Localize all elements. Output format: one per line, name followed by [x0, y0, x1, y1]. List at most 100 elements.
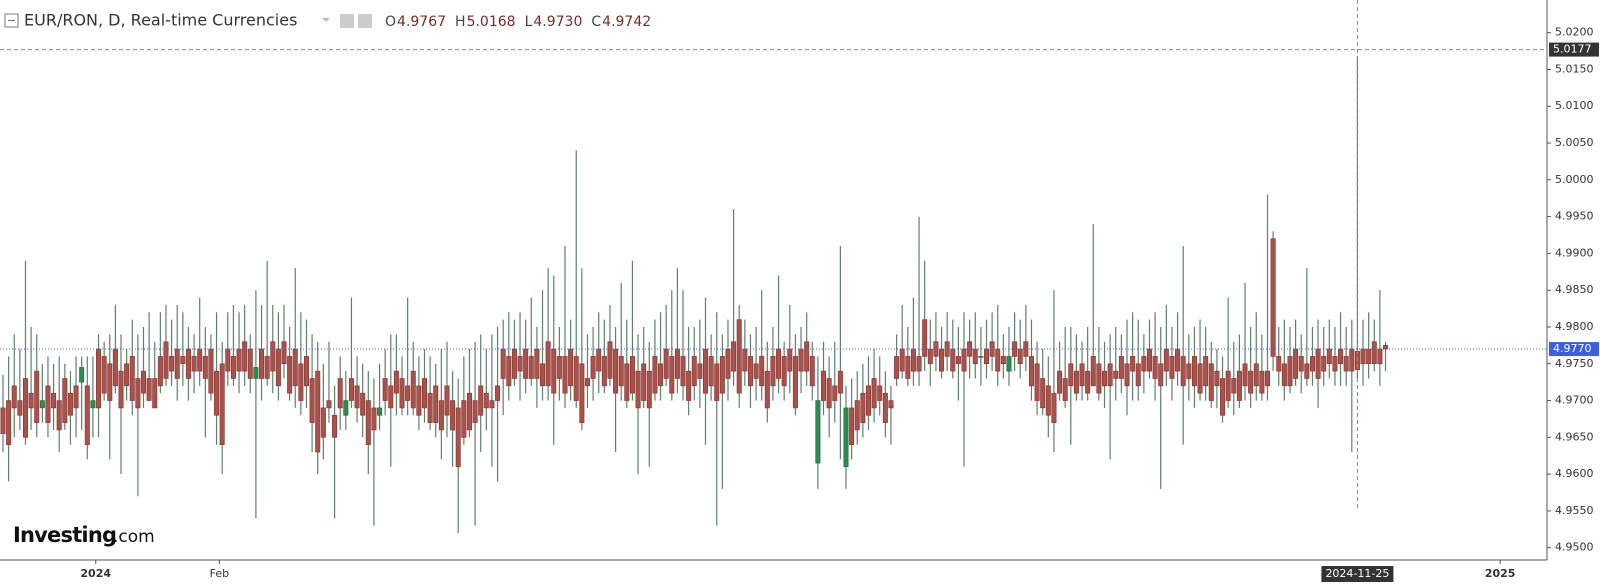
candle-body — [1163, 348, 1169, 372]
candle-body — [922, 319, 928, 357]
candle-body — [905, 356, 911, 379]
y-tick-label: 4.9850 — [1555, 283, 1594, 296]
legend-key: H — [455, 14, 466, 30]
settings-icon[interactable] — [340, 14, 354, 28]
candle-body — [983, 348, 989, 365]
legend-key: O — [385, 14, 396, 30]
candle-body — [1062, 378, 1068, 401]
candle-body — [45, 385, 51, 423]
candle-body — [579, 363, 585, 423]
candle-body — [1338, 348, 1344, 365]
dropdown-arrow[interactable] — [322, 18, 330, 22]
settings-icon[interactable] — [358, 14, 372, 28]
legend-key: C — [591, 14, 601, 30]
candle-body — [888, 400, 894, 409]
candle-body — [596, 348, 602, 372]
candle-body — [517, 356, 523, 372]
candle-body — [287, 356, 293, 394]
candle-body — [6, 400, 12, 446]
candle-body — [1203, 356, 1209, 387]
candle-body — [1366, 348, 1372, 365]
y-tick-label: 4.9750 — [1555, 357, 1594, 370]
candle-body — [781, 356, 787, 387]
candle-body — [1208, 363, 1214, 401]
candle-body — [1293, 348, 1299, 379]
candle-body — [1130, 356, 1136, 372]
candle-body — [360, 392, 366, 416]
candle-body — [22, 378, 28, 438]
candle-body — [826, 378, 832, 409]
candle-body — [438, 400, 444, 431]
candle-body — [1141, 356, 1147, 372]
candle-body — [270, 341, 276, 372]
candle-body — [1349, 348, 1355, 372]
candle-body — [315, 370, 321, 453]
candle-body — [804, 341, 810, 372]
candle-body — [1169, 356, 1175, 379]
candle-body — [320, 407, 326, 438]
candle-body — [1000, 356, 1006, 365]
x-tick-label: 2025 — [1485, 567, 1516, 580]
candle-body — [67, 392, 73, 416]
candle-body — [1118, 356, 1124, 379]
candle-body — [1265, 370, 1271, 387]
candle-body — [1146, 348, 1152, 372]
candle-body — [371, 407, 377, 431]
candle-body — [157, 356, 163, 387]
candle-body — [568, 348, 574, 387]
candle-body — [1236, 370, 1242, 401]
candle-body — [1298, 356, 1304, 372]
candle-body — [433, 385, 439, 423]
candle-body — [1045, 385, 1051, 416]
candle-body — [1096, 363, 1102, 394]
candle-body — [1152, 356, 1158, 379]
candle-body — [1186, 363, 1192, 379]
candle-body — [1287, 356, 1293, 387]
y-tick-label: 4.9900 — [1555, 246, 1594, 259]
crosshair-date-box — [1321, 566, 1394, 582]
candle-body — [208, 348, 214, 394]
candle-body — [523, 348, 529, 379]
candle-body — [646, 370, 652, 409]
candle-body — [674, 348, 680, 379]
candle-body — [11, 385, 17, 409]
candle-body — [528, 356, 534, 379]
candle-body — [0, 407, 6, 434]
candle-body — [1220, 378, 1226, 416]
candle-body — [658, 363, 664, 387]
candle-body — [421, 378, 427, 409]
candle-body — [556, 356, 562, 379]
candle-body — [107, 363, 113, 401]
candle-body — [1113, 370, 1119, 379]
candle-body — [230, 356, 236, 379]
candle-body — [466, 392, 472, 431]
candle-body — [1028, 356, 1034, 387]
candle-body — [62, 378, 68, 423]
candle-body — [815, 400, 821, 464]
candle-body — [259, 348, 265, 379]
candle-body — [747, 356, 753, 387]
candle-body — [191, 356, 197, 372]
candle-body — [1214, 370, 1220, 387]
candle-body — [871, 378, 877, 409]
candle-body — [511, 348, 517, 379]
candle-body — [809, 356, 815, 387]
candle-body — [989, 341, 995, 357]
candle-body — [112, 348, 118, 387]
candle-body — [691, 356, 697, 387]
candle-body — [1175, 348, 1181, 372]
y-tick-label: 4.9950 — [1555, 210, 1594, 223]
collapse-icon[interactable] — [4, 13, 19, 28]
candle-body — [253, 367, 259, 379]
candle-body — [702, 348, 708, 394]
candle-body — [180, 356, 186, 365]
candle-body — [714, 363, 720, 401]
candle-body — [1360, 348, 1366, 365]
legend-value: 4.9730 — [533, 14, 582, 30]
candle-body — [129, 356, 135, 401]
candle-body — [562, 356, 568, 394]
candle-body — [821, 370, 827, 401]
x-tick-label: 2024 — [80, 567, 111, 580]
candle-body — [1102, 370, 1108, 387]
candle-body — [764, 370, 770, 409]
